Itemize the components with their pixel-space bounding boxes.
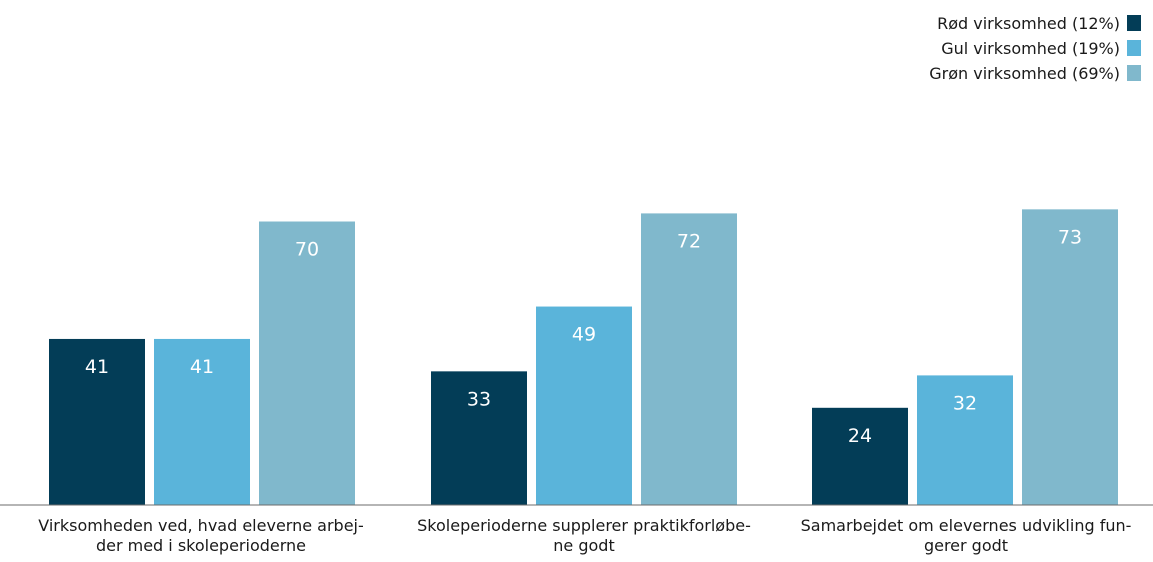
legend: Rød virksomhed (12%) Gul virksomhed (19%)…: [929, 14, 1141, 83]
bar-1-category-3: [812, 407, 908, 505]
legend-swatch: [1127, 15, 1141, 31]
data-label: 24: [848, 425, 872, 447]
category-label: Virksomheden ved, hvad eleverne arbej-: [38, 516, 364, 535]
bars: 41 41 70 33 49 72 24 32 73: [49, 209, 1118, 505]
bar-3-category-2: [641, 213, 737, 505]
category-label: gerer godt: [924, 536, 1008, 555]
data-label: 33: [467, 388, 491, 410]
category-label: der med i skoleperioderne: [96, 536, 306, 555]
data-label: 73: [1058, 226, 1082, 248]
data-label: 70: [295, 239, 319, 261]
legend-label: Gul virksomhed (19%): [941, 39, 1120, 58]
legend-swatch: [1127, 40, 1141, 56]
category-label: Skoleperioderne supplerer praktikforløbe…: [417, 516, 751, 535]
bar-2-category-1: [154, 338, 250, 505]
legend-label: Grøn virksomhed (69%): [929, 64, 1120, 83]
category-label: Samarbejdet om elevernes udvikling fun-: [801, 516, 1132, 535]
data-label: 32: [953, 392, 977, 414]
bar-1-category-2: [431, 371, 527, 505]
bar-2-category-2: [536, 306, 632, 505]
legend-label: Rød virksomhed (12%): [937, 14, 1120, 33]
bar-1-category-1: [49, 338, 145, 505]
data-label: 49: [572, 324, 596, 346]
legend-swatch: [1127, 65, 1141, 81]
bar-2-category-3: [917, 375, 1013, 505]
bar-3-category-3: [1022, 209, 1118, 505]
category-labels: Virksomheden ved, hvad eleverne arbej-de…: [38, 516, 1131, 555]
bar-3-category-1: [259, 221, 355, 505]
data-label: 41: [190, 356, 214, 378]
category-label: ne godt: [553, 536, 614, 555]
data-label: 41: [85, 356, 109, 378]
data-label: 72: [677, 230, 701, 252]
